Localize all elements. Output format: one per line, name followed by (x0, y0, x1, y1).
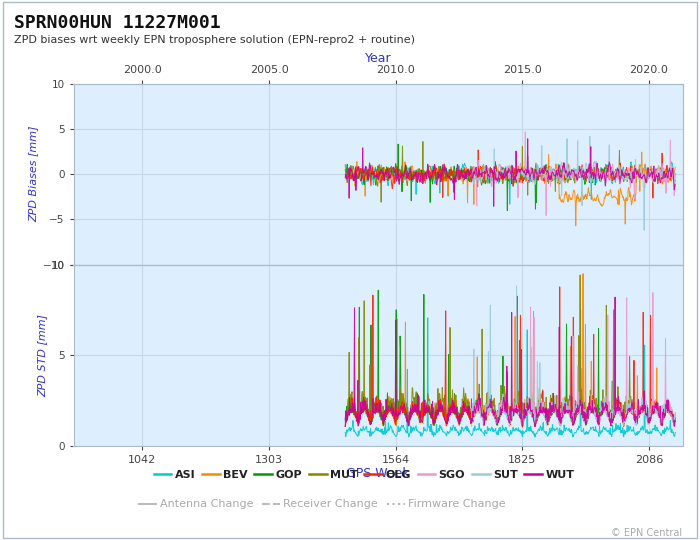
Y-axis label: ZPD STD [mm]: ZPD STD [mm] (37, 314, 47, 396)
X-axis label: GPS Week: GPS Week (346, 467, 410, 480)
Text: SPRN00HUN 11227M001: SPRN00HUN 11227M001 (14, 14, 220, 31)
Legend: Antenna Change, Receiver Change, Firmware Change: Antenna Change, Receiver Change, Firmwar… (134, 495, 510, 514)
X-axis label: Year: Year (365, 52, 391, 65)
Text: © EPN Central: © EPN Central (611, 528, 682, 538)
Y-axis label: ZPD Biases [mm]: ZPD Biases [mm] (29, 126, 38, 222)
Text: ZPD biases wrt weekly EPN troposphere solution (EPN-repro2 + routine): ZPD biases wrt weekly EPN troposphere so… (14, 35, 415, 45)
Legend: ASI, BEV, GOP, MUT, OLG, SGO, SUT, WUT: ASI, BEV, GOP, MUT, OLG, SGO, SUT, WUT (149, 466, 579, 485)
